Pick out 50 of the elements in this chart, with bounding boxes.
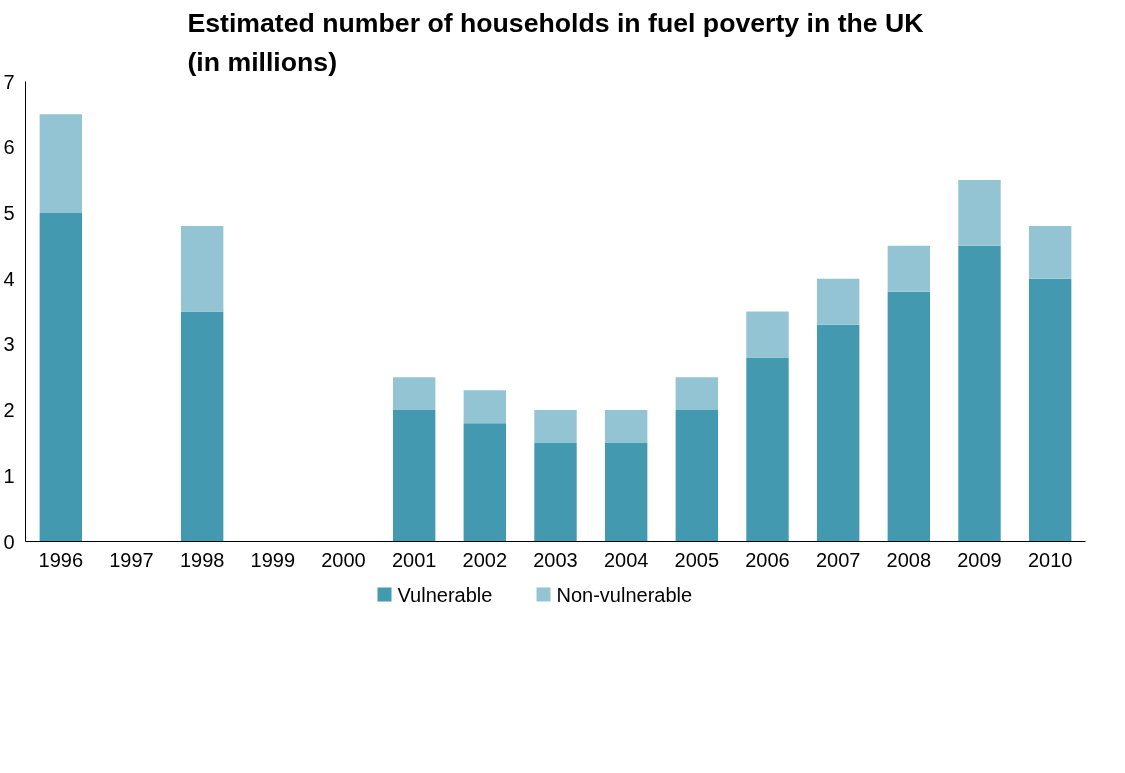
bar (958, 245, 1001, 542)
bar (604, 410, 648, 443)
y-tick-label: 5 (3, 201, 15, 224)
x-tick-label: 2006 (745, 548, 790, 571)
y-tick-label: 7 (3, 70, 15, 93)
x-tick-label: 1997 (109, 548, 154, 571)
x-tick-label: 1998 (179, 548, 225, 571)
bar (675, 410, 719, 542)
x-tick-label: 1996 (38, 548, 84, 571)
y-tick-label: 6 (3, 136, 15, 159)
x-tick-label: 2008 (886, 548, 932, 571)
x-tick-label: 2001 (391, 548, 437, 571)
legend-label: Vulnerable (397, 583, 493, 606)
y-tick-label: 0 (3, 530, 15, 553)
x-tick-label: 2007 (815, 548, 861, 571)
x-tick-label: 1999 (250, 548, 296, 571)
y-tick-label: 4 (3, 267, 15, 290)
bar (463, 390, 507, 424)
bar (1028, 278, 1072, 542)
bar (39, 212, 83, 542)
bar (746, 357, 789, 542)
x-tick-label: 2000 (321, 548, 366, 571)
y-tick-label: 3 (3, 333, 15, 356)
bar (534, 410, 577, 443)
x-tick-label: 2004 (603, 548, 649, 571)
x-tick-label: 2005 (674, 548, 720, 571)
chart-title: Estimated number of households in fuel poverty in the UK (in millions) (187, 7, 924, 77)
y-tick-label: 2 (3, 399, 15, 422)
bar (887, 291, 931, 542)
bar (534, 442, 577, 542)
bar (958, 180, 1001, 246)
x-tick-label: 2002 (462, 548, 508, 571)
bar (392, 410, 436, 542)
bar (180, 226, 224, 312)
bar (1028, 226, 1072, 279)
legend-label: Non-vulnerable (556, 583, 693, 606)
x-tick-label: 2009 (957, 548, 1002, 571)
bar (816, 278, 860, 325)
y-tick-label: 1 (3, 464, 15, 487)
bar (746, 311, 789, 358)
bar (180, 311, 224, 542)
bar (604, 442, 648, 542)
bar (463, 423, 507, 542)
bar (39, 114, 83, 213)
bar (816, 324, 860, 542)
bar (675, 377, 719, 411)
bar (392, 377, 436, 411)
bar (887, 245, 931, 292)
x-tick-label: 2010 (1027, 548, 1073, 571)
x-tick-label: 2003 (533, 548, 578, 571)
